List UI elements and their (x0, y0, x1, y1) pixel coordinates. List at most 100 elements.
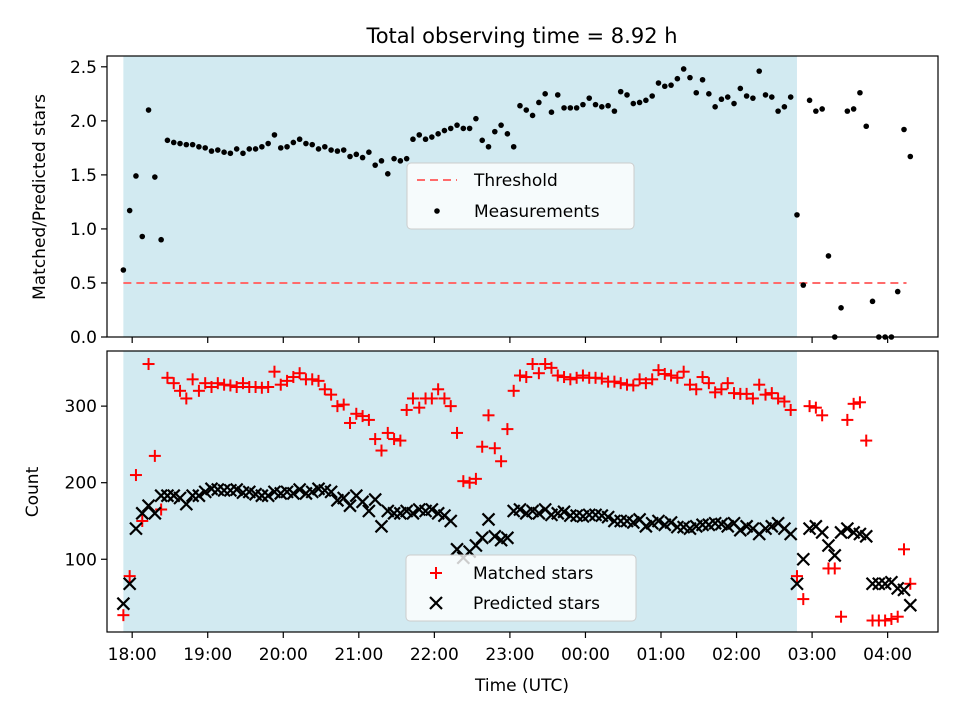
predicted-star-point (425, 502, 439, 517)
matched-stars-points (117, 358, 917, 627)
matched-star-point (816, 409, 829, 422)
matched-star-point (671, 371, 684, 384)
measurement-point (775, 108, 781, 114)
measurement-point (762, 92, 769, 98)
matched-star-point (551, 369, 564, 382)
predicted-star-point (324, 485, 338, 499)
measurement-point (416, 132, 423, 138)
measurement-point (454, 122, 460, 128)
predicted-star-point (160, 488, 175, 503)
matched-star-point (325, 388, 338, 401)
measurement-point (485, 143, 492, 150)
matched-star-point (576, 369, 589, 382)
predicted-star-point (154, 488, 168, 503)
measurement-point (378, 158, 385, 164)
measurement-point (706, 91, 712, 97)
measurement-point (170, 139, 177, 146)
predicted-star-point (116, 596, 131, 611)
measurement-point (139, 233, 146, 240)
measurement-point (857, 89, 863, 96)
matched-star-point (495, 455, 508, 468)
matched-star-point (457, 475, 470, 488)
predicted-star-point (343, 498, 357, 513)
matched-star-point (759, 388, 772, 401)
matched-star-point (501, 423, 514, 436)
top-axes-frame (106, 55, 939, 338)
measurement-point (359, 154, 366, 161)
measurement-point (794, 212, 800, 218)
matched-star-point (199, 377, 212, 390)
predicted-star-point (872, 576, 886, 591)
measurement-point (517, 102, 523, 109)
predicted-star-point (897, 583, 911, 597)
matched-star-point (268, 365, 281, 378)
legend-measurements-swatch (434, 208, 440, 214)
top-y-axis-ticks: 0.0 0.5 1.0 1.5 2.0 2.5 (70, 58, 107, 348)
matched-star-point (564, 373, 577, 386)
matched-star-point (627, 379, 640, 392)
measurement-point (548, 109, 555, 115)
measurement-point (554, 92, 561, 98)
measurement-point (561, 105, 567, 111)
measurement-point (850, 106, 857, 112)
matched-star-point (274, 378, 287, 391)
matched-star-point (545, 361, 558, 374)
predicted-star-point (834, 525, 848, 540)
measurement-point (265, 140, 271, 147)
matched-star-point (608, 375, 621, 388)
measurement-point (756, 68, 763, 74)
top-legend: Threshold Measurements (406, 162, 635, 230)
predicted-star-point (695, 518, 710, 532)
measurement-point (183, 141, 190, 148)
measurement-point (126, 207, 133, 214)
measurement-point (277, 145, 284, 151)
measurement-point (661, 83, 668, 90)
predicted-star-point (563, 508, 578, 523)
predicted-star-point (387, 506, 401, 521)
measurement-point (523, 107, 530, 113)
measurement-point (259, 143, 265, 150)
predicted-star-point (192, 488, 206, 503)
predicted-star-point (733, 523, 748, 537)
matched-star-point (205, 380, 218, 393)
matched-star-point (312, 374, 325, 387)
matched-star-point (211, 377, 224, 390)
matched-star-point (753, 378, 766, 391)
matched-star-point (879, 614, 892, 627)
measurement-point (133, 173, 139, 179)
matched-star-point (356, 410, 369, 423)
matched-star-point (746, 392, 759, 405)
matched-star-point (230, 380, 243, 393)
measurement-point (303, 140, 309, 147)
matched-star-point (835, 610, 848, 623)
measurement-point (466, 125, 473, 132)
measurement-point (309, 141, 316, 148)
predicted-star-point (582, 508, 597, 522)
predicted-star-point (362, 504, 376, 518)
bottom-y-axis-label: Count (23, 466, 43, 517)
bottom-x-tick-label: 20:00 (259, 645, 308, 665)
predicted-star-point (129, 521, 143, 536)
matched-star-point (570, 371, 583, 384)
measurement-point (542, 91, 548, 97)
measurement-point (712, 103, 718, 110)
measurement-point (240, 150, 246, 157)
measurement-point (498, 122, 504, 128)
legend-threshold-label: Threshold (473, 171, 558, 191)
bottom-x-tick-label: 23:00 (485, 645, 534, 665)
measurement-point (894, 288, 901, 295)
matched-star-point (488, 442, 501, 455)
matched-star-point (281, 374, 294, 387)
measurement-point (410, 136, 416, 143)
measurement-point (901, 126, 907, 133)
matched-star-point (287, 371, 300, 384)
matched-star-point (715, 383, 728, 396)
top-y-tick-label: 1.5 (70, 166, 97, 186)
matched-star-point (381, 426, 394, 439)
matched-star-point (520, 371, 533, 384)
matched-star-point (482, 409, 495, 422)
measurement-point (869, 298, 876, 305)
matched-star-point (425, 392, 438, 405)
predicted-star-point (185, 488, 200, 503)
legend-predicted-label: Predicted stars (473, 594, 600, 614)
